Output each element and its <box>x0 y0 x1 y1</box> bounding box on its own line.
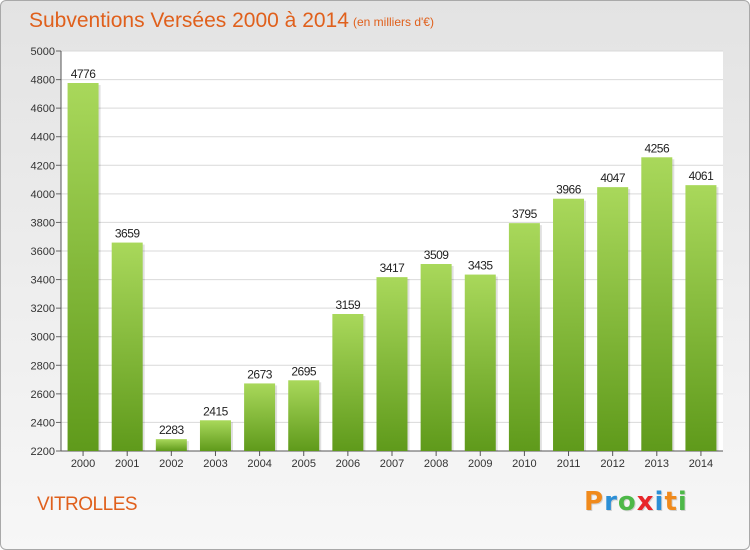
x-tick-label: 2009 <box>468 458 492 470</box>
x-tick-label: 2012 <box>600 458 624 470</box>
y-tick-label: 2200 <box>31 446 55 458</box>
logo-letter: i <box>654 487 665 517</box>
x-tick-label: 2000 <box>71 458 95 470</box>
bar-value-label: 2283 <box>159 423 185 437</box>
bar <box>553 198 585 451</box>
y-tick-label: 4600 <box>31 103 55 115</box>
commune-name: VITROLLES <box>37 494 138 515</box>
bar <box>155 439 187 451</box>
bar-value-label: 3659 <box>115 227 141 241</box>
bar <box>288 380 320 451</box>
logo-letter: r <box>604 487 618 517</box>
y-tick-label: 2600 <box>31 389 55 401</box>
x-tick-label: 2011 <box>557 458 581 470</box>
chart-title: Subventions Versées 2000 à 2014 <box>29 9 349 32</box>
bar-value-label: 4256 <box>644 141 670 155</box>
y-tick-label: 3600 <box>31 246 55 258</box>
x-tick-label: 2006 <box>336 458 360 470</box>
logo-letter: P <box>584 487 605 517</box>
bar <box>244 383 276 451</box>
x-tick-label: 2013 <box>645 458 669 470</box>
bar <box>111 242 143 451</box>
bar <box>597 187 629 451</box>
x-tick-label: 2004 <box>247 458 271 470</box>
bar <box>685 185 717 451</box>
x-tick-label: 2001 <box>115 458 139 470</box>
y-tick-label: 2800 <box>31 360 55 372</box>
logo-letter: x <box>636 487 655 517</box>
bar <box>67 83 99 451</box>
bar-value-label: 3795 <box>512 207 538 221</box>
y-tick-label: 3800 <box>31 217 55 229</box>
y-tick-label: 5000 <box>31 46 55 58</box>
chart-subtitle: (en milliers d'€) <box>353 15 434 29</box>
bar-value-label: 4047 <box>600 171 626 185</box>
bar-value-label: 3509 <box>424 248 450 262</box>
x-tick-label: 2005 <box>291 458 315 470</box>
y-tick-label: 3200 <box>31 303 55 315</box>
bar <box>332 314 364 451</box>
bar-value-label: 3159 <box>336 298 362 312</box>
logo-letter: t <box>664 487 678 517</box>
y-tick-label: 3400 <box>31 275 55 287</box>
bar <box>420 264 452 451</box>
logo-letter: i <box>677 487 688 517</box>
y-tick-label: 4400 <box>31 132 55 144</box>
x-tick-label: 2010 <box>512 458 536 470</box>
x-tick-label: 2003 <box>203 458 227 470</box>
x-tick-label: 2008 <box>424 458 448 470</box>
bar-value-label: 2695 <box>291 364 317 378</box>
bar-value-label: 3966 <box>556 183 582 197</box>
x-tick-label: 2002 <box>159 458 183 470</box>
bar <box>508 223 540 451</box>
bar-value-label: 3435 <box>468 259 494 273</box>
y-tick-label: 4800 <box>31 75 55 87</box>
bar <box>641 157 673 452</box>
bar-value-label: 2673 <box>247 367 273 381</box>
y-tick-label: 3000 <box>31 332 55 344</box>
bar-value-label: 3417 <box>380 261 406 275</box>
y-tick-label: 4200 <box>31 160 55 172</box>
logo-letter: o <box>617 487 637 517</box>
bar <box>464 274 496 451</box>
bar <box>199 420 231 451</box>
y-tick-label: 2400 <box>31 417 55 429</box>
bar <box>376 277 408 451</box>
x-tick-label: 2007 <box>380 458 404 470</box>
bar-value-label: 4061 <box>689 169 715 183</box>
y-tick-label: 4000 <box>31 189 55 201</box>
proxiti-logo[interactable]: Proxiti <box>584 487 688 517</box>
x-tick-label: 2014 <box>689 458 713 470</box>
bar-value-label: 2415 <box>203 404 229 418</box>
bar-value-label: 4776 <box>71 67 97 81</box>
